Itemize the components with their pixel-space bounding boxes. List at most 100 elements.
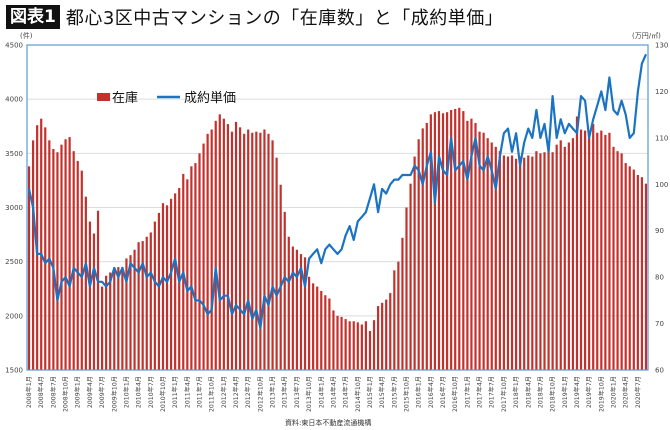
inventory-bar — [632, 169, 635, 370]
inventory-bar — [437, 111, 441, 370]
right-tick-label: 110 — [655, 134, 668, 142]
right-tick-label: 80 — [655, 274, 664, 282]
x-tick-label: 2019年7月 — [585, 376, 593, 408]
x-tick-label: 2020年7月 — [634, 376, 642, 408]
x-tick-label: 2020年4月 — [622, 376, 630, 408]
inventory-bar — [303, 257, 307, 370]
inventory-bar — [393, 270, 396, 370]
inventory-bar — [482, 132, 485, 370]
x-tick-label: 2016年1月 — [415, 376, 423, 408]
inventory-bar — [502, 155, 506, 370]
inventory-bar — [117, 267, 120, 370]
inventory-bar — [165, 205, 169, 370]
inventory-bar — [291, 246, 294, 370]
inventory-bar — [494, 146, 497, 370]
inventory-bar — [186, 179, 189, 370]
inventory-bar — [153, 221, 156, 370]
inventory-bar — [267, 133, 270, 370]
inventory-bar — [616, 151, 619, 370]
inventory-bar — [251, 132, 254, 370]
x-tick-label: 2009年7月 — [98, 376, 106, 408]
x-tick-label: 2016年7月 — [439, 376, 447, 408]
right-tick-label: 90 — [655, 227, 664, 235]
inventory-bar — [230, 131, 234, 370]
inventory-bar — [458, 107, 461, 370]
inventory-bar — [381, 302, 384, 370]
inventory-bar — [27, 166, 31, 370]
inventory-bar — [137, 242, 140, 370]
x-tick-label: 2018年10月 — [549, 376, 557, 412]
inventory-bar — [68, 137, 71, 370]
x-tick-label: 2008年10月 — [62, 376, 70, 412]
inventory-bar — [348, 321, 351, 370]
inventory-bar — [478, 131, 481, 370]
x-tick-label: 2017年4月 — [476, 376, 484, 408]
inventory-bar — [129, 255, 132, 370]
x-tick-label: 2013年10月 — [305, 376, 313, 412]
inventory-bar — [413, 156, 416, 370]
inventory-bar — [247, 129, 250, 370]
inventory-bar — [279, 184, 282, 370]
figure-badge: 図表1 — [6, 5, 60, 29]
right-axis-unit: (万円/㎡) — [632, 32, 661, 40]
x-tick-label: 2016年4月 — [427, 376, 435, 408]
left-tick-label: 3500 — [5, 150, 23, 158]
left-tick-label: 1500 — [5, 367, 23, 375]
inventory-bar — [243, 133, 246, 370]
inventory-bar — [222, 118, 225, 371]
inventory-bar — [506, 156, 510, 370]
inventory-bar — [316, 286, 319, 370]
inventory-bar — [401, 237, 404, 370]
inventory-bar — [238, 127, 242, 370]
inventory-bar — [417, 139, 420, 370]
inventory-bar — [523, 157, 526, 370]
plot-frame — [26, 44, 649, 371]
inventory-bar — [527, 155, 530, 370]
inventory-bar — [145, 236, 148, 370]
inventory-bar — [535, 151, 538, 370]
x-tick-label: 2009年4月 — [86, 376, 94, 408]
inventory-bar — [441, 113, 445, 370]
inventory-bar — [389, 293, 392, 370]
inventory-bar — [466, 120, 469, 370]
inventory-bar — [490, 142, 493, 370]
x-tick-label: 2018年4月 — [524, 376, 532, 408]
inventory-bar — [255, 131, 258, 370]
x-tick-label: 2017年7月 — [488, 376, 496, 408]
inventory-bar — [575, 116, 579, 370]
right-tick-label: 130 — [655, 42, 668, 50]
x-tick-label: 2017年1月 — [463, 376, 471, 408]
inventory-bar — [543, 152, 546, 370]
inventory-bar — [433, 112, 437, 371]
inventory-bar — [60, 144, 63, 370]
x-tick-label: 2019年4月 — [573, 376, 581, 408]
inventory-bar — [608, 132, 611, 370]
inventory-bar — [336, 315, 339, 370]
inventory-bar — [368, 331, 372, 370]
inventory-bar — [105, 275, 108, 370]
inventory-bar — [474, 123, 477, 370]
inventory-bar — [109, 272, 112, 370]
left-tick-label: 4500 — [5, 42, 23, 50]
x-tick-label: 2015年7月 — [390, 376, 398, 408]
inventory-bar — [340, 316, 343, 370]
x-tick-label: 2008年7月 — [49, 376, 57, 408]
inventory-bar — [531, 156, 534, 370]
x-tick-label: 2014年10月 — [354, 376, 362, 412]
inventory-bar — [56, 152, 59, 370]
inventory-bar — [141, 241, 144, 370]
inventory-bar — [429, 114, 432, 370]
inventory-bar — [96, 210, 100, 370]
x-tick-label: 2012年7月 — [244, 376, 252, 408]
x-tick-label: 2017年10月 — [500, 376, 508, 412]
inventory-bar — [198, 153, 201, 370]
inventory-bar — [226, 124, 230, 370]
x-tick-label: 2012年1月 — [220, 376, 228, 408]
inventory-bar — [234, 121, 238, 371]
x-tick-label: 2008年4月 — [37, 376, 45, 408]
inventory-bar — [287, 236, 290, 370]
inventory-bar — [88, 221, 92, 370]
inventory-bar — [31, 140, 35, 370]
inventory-bar — [620, 153, 623, 370]
x-tick-label: 2016年10月 — [451, 376, 459, 412]
